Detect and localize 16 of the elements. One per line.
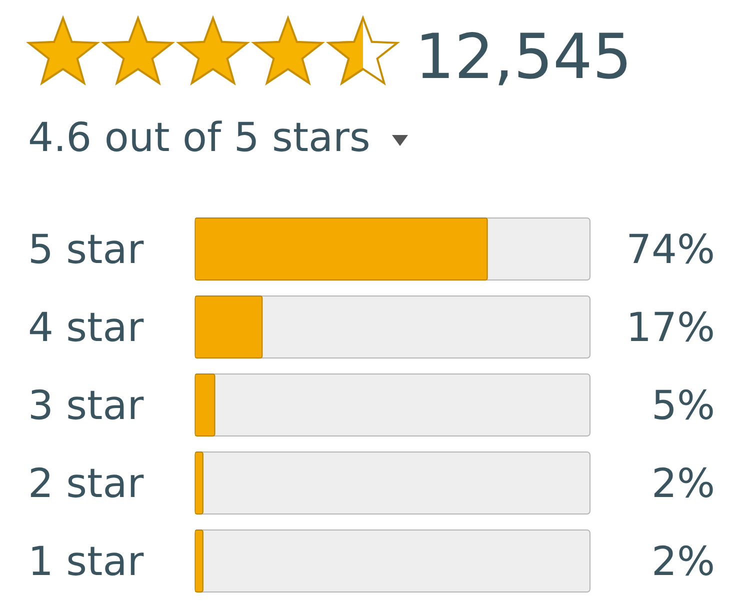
text: 12,545 — [415, 20, 632, 93]
y-tick-label: 1 star — [28, 539, 144, 585]
data-label: 2% — [652, 539, 715, 585]
data-label: 74% — [626, 227, 715, 273]
bar — [195, 374, 216, 436]
y-tick-label: 5 star — [28, 227, 144, 273]
data-label: 17% — [626, 305, 715, 351]
text: 4.6 out of 5 stars — [28, 115, 370, 161]
y-tick-label: 2 star — [28, 461, 144, 507]
bar — [195, 452, 204, 514]
y-tick-label: 3 star — [28, 383, 144, 429]
data-label: 5% — [652, 383, 715, 429]
bar — [195, 530, 204, 592]
y-tick-label: 4 star — [28, 305, 144, 351]
data-label: 2% — [652, 461, 715, 507]
bar — [195, 296, 263, 358]
